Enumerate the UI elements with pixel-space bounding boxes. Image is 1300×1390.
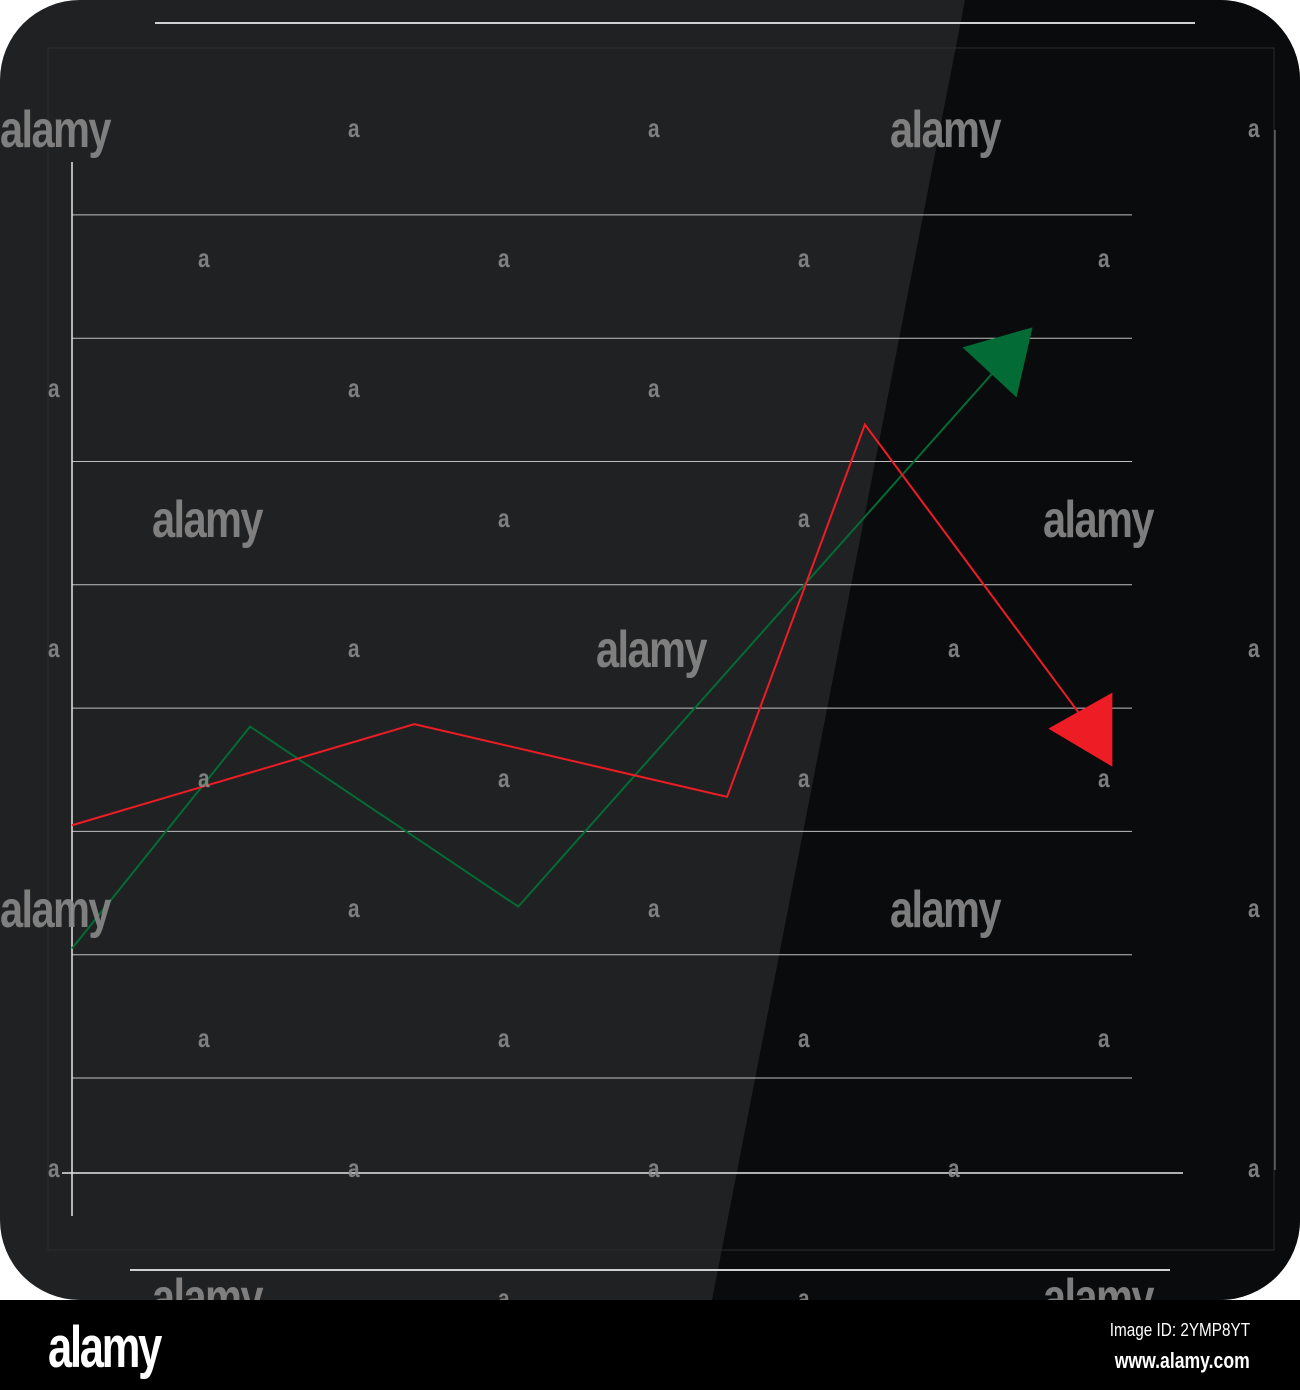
watermark: a [48,373,60,403]
watermark: a [1248,633,1260,663]
series-group [71,327,1113,950]
green-series-line [71,364,1001,950]
watermark: a [648,893,660,923]
footer-bar: alamy Image ID: 2YMP8YT www.alamy.com [0,1300,1300,1390]
watermark: a [348,893,360,923]
watermark: a [798,1023,810,1053]
watermark: a [348,113,360,143]
watermark: a [498,1023,510,1053]
line-chart [47,0,1300,1300]
watermark: alamy [0,881,112,939]
watermark: a [198,243,210,273]
watermark: alamy [152,491,264,549]
red-series-line [71,422,1087,827]
watermark: alamy [890,101,1002,159]
image-id: Image ID: 2YMP8YT [1109,1320,1250,1340]
watermark: a [348,633,360,663]
footer-url[interactable]: www.alamy.com [1115,1348,1250,1373]
watermark: a [1098,243,1110,273]
watermark: a [1248,113,1260,143]
panel-shade [712,0,1300,1300]
watermark: a [498,503,510,533]
watermark: a [348,373,360,403]
watermark: alamy [152,1269,264,1300]
watermark: alamy [0,101,112,159]
watermark: alamy [596,621,708,679]
watermark: alamy [1043,491,1155,549]
watermark: a [48,1153,60,1183]
watermark: a [798,1283,810,1300]
watermark: a [798,503,810,533]
watermark: a [648,1153,660,1183]
watermark: a [948,633,960,663]
watermark: a [648,113,660,143]
footer-logo: alamy [48,1315,162,1380]
watermark: a [1098,1023,1110,1053]
watermark: a [1248,893,1260,923]
watermark: a [948,1153,960,1183]
inner-frame [47,47,1275,1251]
watermark: a [48,633,60,663]
watermark: a [798,763,810,793]
watermark: alamy [890,881,1002,939]
watermark: a [648,373,660,403]
chart-panel: alamy alamy alamy alamy alamy alamy alamy alamy… [0,0,1300,1300]
watermark: a [1248,1153,1260,1183]
watermark: alamy [1043,1269,1155,1300]
watermark: a [498,1283,510,1300]
watermark: a [798,243,810,273]
gridlines [72,214,1132,1079]
watermark: a [1098,763,1110,793]
watermark: a [498,763,510,793]
watermark: a [498,243,510,273]
green-arrowhead-icon [962,327,1033,398]
watermark: a [198,763,210,793]
watermark: a [348,1153,360,1183]
watermark: a [198,1023,210,1053]
red-arrowhead-icon [1048,692,1113,767]
